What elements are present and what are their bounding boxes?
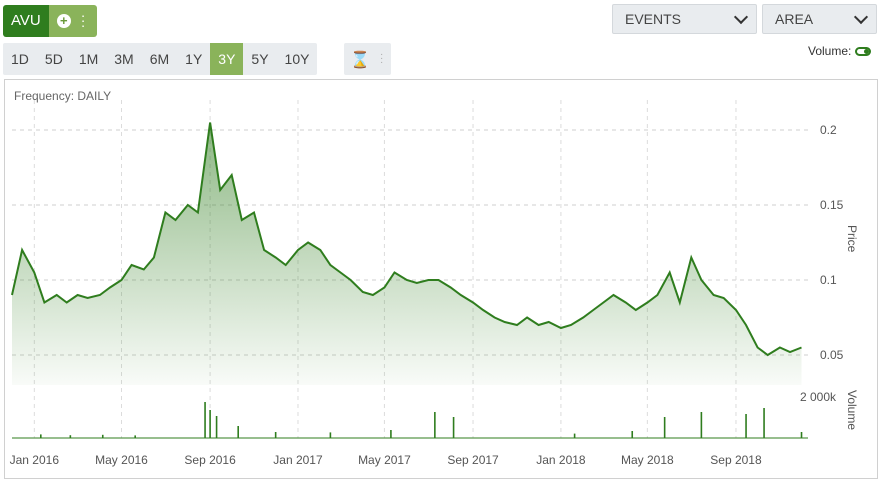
volume-bar — [40, 434, 42, 438]
volume-bar — [631, 431, 634, 438]
ticker-control: AVU + · · · — [3, 5, 97, 37]
hourglass-icon[interactable]: ⌛ — [350, 52, 370, 69]
volume-bar — [452, 417, 455, 438]
volume-bar — [573, 433, 576, 438]
chart-style-dropdown-label: AREA — [775, 11, 814, 27]
y-axis-label: Price — [845, 225, 859, 253]
volume-bar — [101, 434, 104, 438]
volume-bar — [204, 402, 206, 438]
x-tick-label: May 2018 — [621, 453, 674, 467]
price-area — [12, 122, 802, 385]
more-options-icon[interactable]: · · · — [80, 7, 86, 33]
x-tick-label: Jan 2016 — [10, 453, 60, 467]
add-compare-button[interactable]: + · · · — [48, 5, 97, 37]
events-dropdown-label: EVENTS — [625, 11, 682, 27]
volume-bar — [209, 410, 211, 438]
volume-toggle-label: Volume: — [808, 44, 852, 58]
y-tick-label: 0.15 — [820, 198, 844, 212]
x-tick-label: May 2017 — [358, 453, 411, 467]
range-selector: 1D 5D 1M 3M 6M 1Y 3Y 5Y 10Y — [3, 43, 318, 75]
volume-bar — [215, 416, 218, 438]
x-tick-label: Sep 2017 — [447, 453, 499, 467]
x-tick-label: Sep 2016 — [184, 453, 236, 467]
custom-range-control[interactable]: ⌛ · · · — [344, 43, 391, 75]
volume-bar — [69, 435, 72, 438]
volume-bar — [390, 430, 392, 438]
volume-bar — [800, 432, 803, 438]
volume-bar — [663, 417, 666, 438]
range-button-6m[interactable]: 6M — [149, 51, 170, 67]
range-button-1d[interactable]: 1D — [11, 51, 29, 67]
volume-bar — [274, 432, 277, 438]
range-button-5y[interactable]: 5Y — [251, 51, 269, 67]
range-button-3m[interactable]: 3M — [114, 51, 134, 67]
y-tick-label: 0.1 — [820, 273, 837, 287]
y-tick-label: 0.05 — [820, 348, 844, 362]
volume-switch[interactable] — [855, 46, 872, 56]
events-dropdown[interactable]: EVENTS — [612, 4, 757, 34]
y-tick-label: 0.2 — [820, 123, 837, 137]
volume-bar — [434, 412, 436, 438]
x-tick-label: May 2016 — [95, 453, 148, 467]
volume-axis-label: Volume — [845, 390, 859, 430]
volume-bar — [237, 426, 239, 438]
chart-panel — [4, 79, 878, 479]
more-options-icon[interactable]: · · · — [380, 49, 384, 68]
range-button-1y[interactable]: 1Y — [185, 51, 203, 67]
volume-toggle[interactable]: Volume: — [808, 44, 872, 58]
volume-bar — [745, 414, 747, 438]
price-line — [11, 122, 802, 357]
volume-bar — [134, 435, 136, 438]
chart-style-dropdown[interactable]: AREA — [762, 4, 877, 34]
range-button-10y[interactable]: 10Y — [284, 51, 310, 67]
plus-icon: + — [56, 14, 71, 28]
x-tick-label: Sep 2018 — [710, 453, 762, 467]
range-button-1m[interactable]: 1M — [78, 51, 99, 67]
x-tick-label: Jan 2018 — [536, 453, 586, 467]
frequency-label: Frequency: DAILY — [14, 89, 112, 103]
range-button-3y[interactable]: 3Y — [210, 43, 244, 75]
ticker-symbol[interactable]: AVU — [3, 5, 49, 37]
volume-bar — [329, 432, 332, 438]
volume-bar — [763, 408, 765, 438]
range-button-5d[interactable]: 5D — [44, 51, 63, 67]
volume-tick-label: 2 000k — [800, 390, 837, 404]
x-tick-label: Jan 2017 — [273, 453, 323, 467]
volume-bar — [700, 412, 703, 438]
